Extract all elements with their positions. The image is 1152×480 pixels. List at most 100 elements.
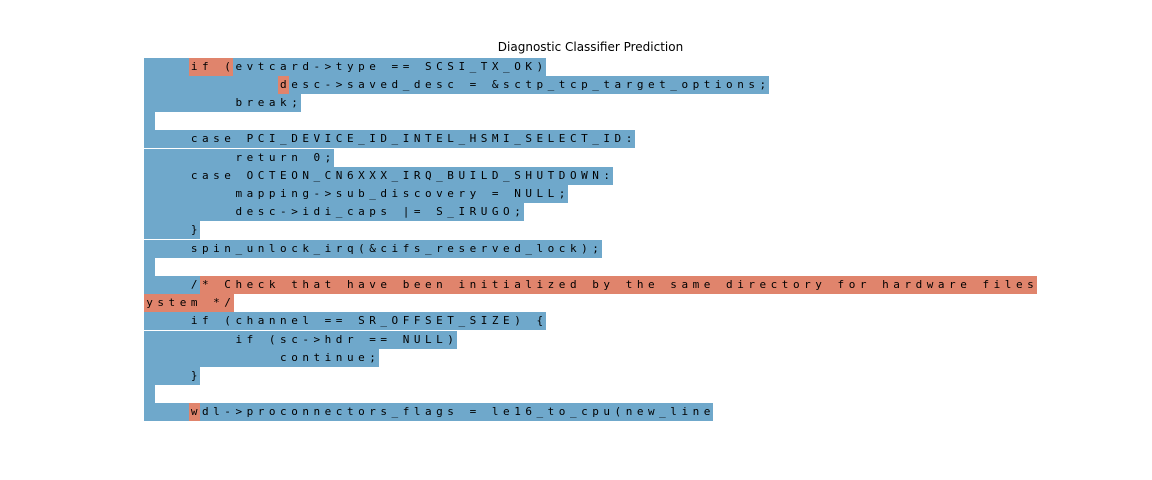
code-char: p	[369, 205, 376, 219]
highlight-cell	[311, 148, 323, 167]
highlight-cell	[668, 275, 680, 295]
code-char: a	[202, 132, 209, 146]
code-char: S	[469, 314, 477, 328]
code-char: >	[335, 77, 343, 91]
highlight-cell	[255, 57, 268, 76]
code-char: s	[413, 241, 421, 255]
code-char: F	[402, 314, 410, 328]
code-char: L	[480, 168, 488, 182]
code-char: S	[358, 314, 365, 328]
highlight-cell	[712, 275, 725, 295]
highlight-cell	[367, 330, 379, 349]
highlight-cell	[288, 330, 301, 349]
code-char: *	[202, 277, 209, 291]
highlight-cell	[456, 57, 468, 76]
code-char: v	[369, 277, 376, 291]
code-char: (	[614, 405, 622, 419]
code-char: r	[291, 59, 298, 73]
highlight-cell	[411, 275, 424, 295]
highlight-cell	[333, 312, 346, 331]
code-char: C	[569, 132, 577, 146]
highlight-cell	[166, 275, 179, 295]
code-char: R	[413, 168, 421, 182]
code-char: E	[280, 168, 287, 182]
highlight-cell	[712, 75, 725, 94]
highlight-cell	[210, 184, 223, 204]
code-char: y	[815, 277, 822, 291]
highlight-cell	[445, 166, 457, 185]
code-char: s	[503, 77, 510, 91]
highlight-cell	[422, 166, 435, 185]
code-char: e	[447, 241, 454, 255]
code-char: s	[190, 241, 198, 255]
code-char: n	[469, 277, 477, 291]
highlight-cell	[422, 75, 435, 94]
code-char: u	[346, 350, 354, 364]
highlight-cell	[210, 130, 223, 149]
highlight-cell	[433, 239, 446, 258]
code-char: n	[302, 350, 309, 364]
code-char: -	[313, 186, 321, 200]
highlight-cell	[188, 221, 201, 240]
code-char: (	[224, 314, 231, 328]
code-char: c	[581, 405, 588, 419]
highlight-cell	[355, 166, 368, 185]
highlight-cell	[322, 148, 335, 167]
code-char: S	[514, 168, 521, 182]
code-char: S	[480, 132, 488, 146]
highlight-cell	[166, 221, 179, 240]
code-char: s	[280, 332, 287, 346]
highlight-cell	[534, 312, 546, 331]
code-char: c	[268, 59, 276, 73]
highlight-cell	[300, 57, 312, 76]
code-char: Q	[425, 168, 432, 182]
highlight-cell	[222, 148, 234, 167]
highlight-cell	[144, 239, 156, 258]
highlight-cell	[623, 75, 636, 94]
highlight-cell	[266, 130, 279, 149]
highlight-cell	[144, 184, 156, 204]
highlight-cell	[244, 348, 257, 367]
highlight-cell	[422, 330, 435, 349]
highlight-cell	[233, 239, 245, 258]
code-char: y	[603, 277, 611, 291]
highlight-cell	[344, 57, 357, 76]
code-char: t	[291, 277, 298, 291]
highlight-cell	[144, 75, 156, 94]
code-char: d	[380, 186, 388, 200]
code-char: c	[335, 405, 343, 419]
code-char: _	[335, 205, 343, 219]
highlight-cell	[690, 403, 703, 422]
highlight-cell	[244, 184, 257, 204]
chart-title: Diagnostic Classifier Prediction	[497, 40, 684, 54]
highlight-cell	[489, 184, 502, 204]
highlight-cell	[400, 130, 413, 149]
highlight-cell	[556, 166, 569, 185]
code-char: i	[458, 277, 466, 291]
highlight-cell	[144, 203, 156, 222]
highlight-cell	[188, 403, 201, 422]
highlight-cell	[222, 93, 234, 113]
code-char: p	[581, 77, 588, 91]
code-char: -	[224, 405, 231, 419]
highlight-cell	[177, 294, 190, 313]
code-char: M	[491, 132, 499, 146]
code-char: u	[603, 405, 611, 419]
code-char: s	[302, 77, 309, 91]
code-char: D	[614, 132, 622, 146]
highlight-cell	[144, 57, 156, 76]
code-char: d	[235, 205, 243, 219]
code-char: k	[569, 241, 577, 255]
highlight-cell	[277, 330, 290, 349]
code-char: _	[592, 77, 599, 91]
highlight-cell	[222, 184, 234, 204]
code-char: r	[904, 277, 912, 291]
highlight-cell	[500, 184, 513, 204]
highlight-cell	[367, 403, 379, 422]
code-char: E	[346, 132, 354, 146]
highlight-cell	[311, 348, 323, 367]
highlight-cell	[277, 312, 290, 331]
code-char: s	[213, 132, 220, 146]
highlight-cell	[389, 330, 402, 349]
